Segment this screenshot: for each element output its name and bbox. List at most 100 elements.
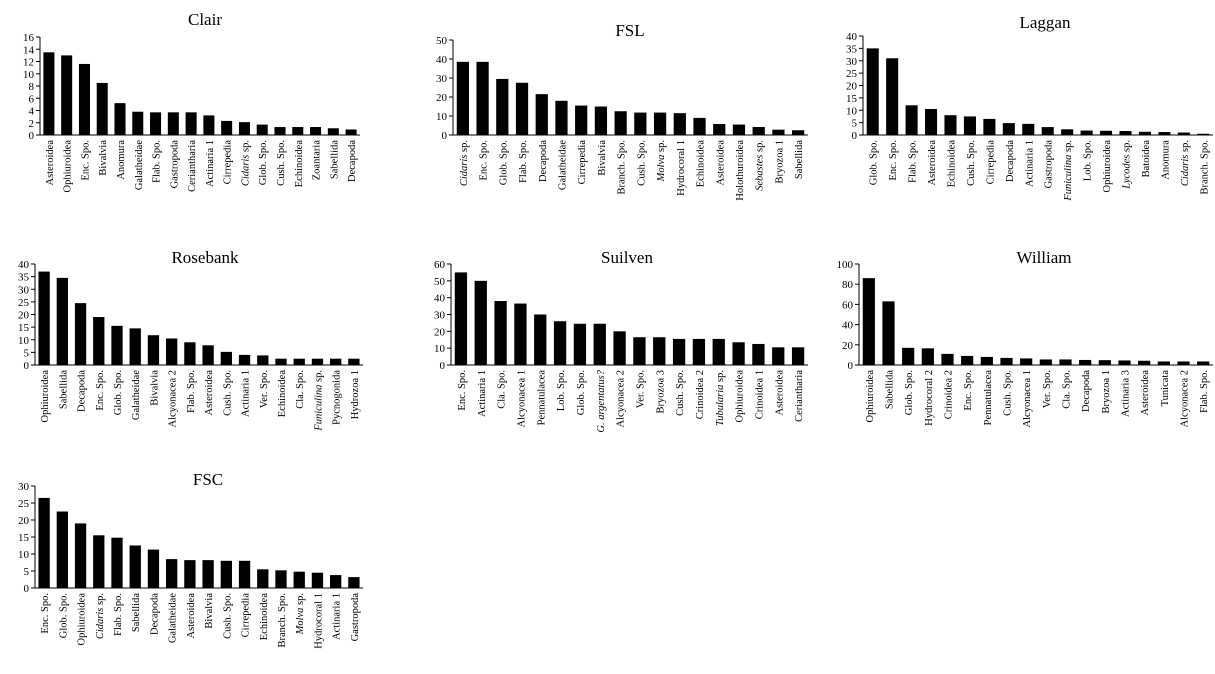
bar bbox=[791, 347, 805, 365]
category-label: Enc. Spo. bbox=[95, 370, 106, 411]
category-label: Cush. Spo. bbox=[222, 593, 233, 639]
y-tick-label: 60 bbox=[434, 259, 446, 271]
category-label: Cidaris sp. bbox=[95, 593, 106, 639]
y-tick-label: 40 bbox=[842, 320, 854, 332]
bar bbox=[78, 63, 90, 136]
y-tick-label: 35 bbox=[846, 43, 858, 55]
category-label: Batoidea bbox=[1141, 140, 1152, 178]
bar bbox=[553, 321, 567, 365]
y-tick-label: 16 bbox=[23, 32, 35, 44]
bar bbox=[555, 100, 568, 135]
bar bbox=[185, 112, 197, 135]
category-label: Decapoda bbox=[538, 140, 549, 182]
y-tick-label: 20 bbox=[842, 340, 854, 352]
y-tick-label: 0 bbox=[440, 360, 446, 372]
chart-title: Clair bbox=[188, 10, 222, 29]
category-label: Asteroidea bbox=[186, 593, 197, 639]
bar bbox=[1119, 131, 1132, 135]
bar bbox=[221, 120, 233, 135]
bar bbox=[202, 345, 214, 365]
bar bbox=[772, 129, 785, 135]
y-tick-label: 0 bbox=[852, 130, 858, 142]
y-tick-label: 15 bbox=[846, 93, 858, 105]
y-tick-label: 0 bbox=[24, 360, 30, 372]
y-tick-label: 15 bbox=[18, 322, 30, 334]
bar bbox=[38, 497, 50, 588]
bar bbox=[474, 280, 487, 365]
bar bbox=[293, 358, 305, 365]
bar bbox=[983, 118, 996, 135]
y-tick-label: 30 bbox=[436, 73, 448, 85]
bar bbox=[111, 325, 123, 365]
bar bbox=[905, 105, 918, 135]
category-label: Cirrepedia bbox=[223, 140, 234, 185]
category-label: Cush. Spo. bbox=[636, 140, 647, 186]
category-label: Cirrepedia bbox=[241, 593, 252, 638]
bar bbox=[256, 124, 268, 135]
bar bbox=[345, 129, 357, 135]
bar bbox=[1000, 357, 1013, 365]
category-label: Cla. Spo. bbox=[1062, 370, 1073, 409]
category-label: Asteroidea bbox=[204, 370, 215, 416]
y-tick-label: 40 bbox=[18, 259, 30, 271]
bar bbox=[114, 103, 126, 135]
bar bbox=[202, 560, 214, 588]
bar bbox=[96, 82, 108, 135]
bar bbox=[1100, 130, 1113, 135]
y-tick-label: 10 bbox=[18, 549, 30, 561]
category-label: Enc. Spo. bbox=[963, 370, 974, 411]
y-tick-label: 20 bbox=[434, 326, 446, 338]
bar bbox=[311, 358, 324, 365]
bar bbox=[56, 511, 68, 588]
bar bbox=[980, 356, 993, 365]
bar bbox=[633, 337, 646, 365]
y-tick-label: 15 bbox=[18, 532, 30, 544]
category-label: Alcyonacea 1 bbox=[516, 370, 527, 427]
bar bbox=[653, 112, 667, 135]
bar bbox=[1138, 131, 1151, 135]
bar bbox=[496, 78, 509, 135]
bar bbox=[238, 354, 251, 365]
category-label: Asteroidea bbox=[927, 140, 938, 186]
bar bbox=[1002, 123, 1015, 135]
y-tick-label: 30 bbox=[434, 310, 446, 322]
category-label: Molva sp. bbox=[295, 593, 306, 635]
bar bbox=[147, 549, 160, 588]
y-tick-label: 25 bbox=[18, 297, 30, 309]
category-label: Actinaria 1 bbox=[332, 593, 343, 640]
category-label: Holothuroidea bbox=[735, 140, 746, 201]
category-label: Sebastes sp. bbox=[755, 140, 766, 191]
bar bbox=[56, 277, 68, 365]
bar bbox=[38, 271, 50, 365]
bar bbox=[93, 317, 105, 365]
category-label: Enc. Spo. bbox=[479, 140, 490, 181]
bar bbox=[1061, 129, 1074, 135]
y-tick-label: 20 bbox=[18, 515, 30, 527]
category-label: Zoantaria bbox=[312, 140, 323, 181]
bar bbox=[129, 328, 141, 365]
bar bbox=[311, 572, 324, 588]
category-label: G. argentatus? bbox=[596, 369, 607, 432]
category-label: Ophiuroidea bbox=[63, 140, 74, 193]
category-label: Galatheidae bbox=[168, 593, 179, 643]
bar bbox=[203, 115, 215, 135]
bar bbox=[732, 342, 745, 365]
bar bbox=[257, 569, 269, 588]
chart-title: Suilven bbox=[601, 248, 653, 267]
bar bbox=[941, 353, 954, 365]
bar bbox=[1098, 360, 1111, 365]
category-label: Molva sp. bbox=[656, 140, 667, 182]
category-label: Actinaria 1 bbox=[241, 370, 252, 417]
category-label: Decapoda bbox=[347, 140, 358, 182]
y-tick-label: 100 bbox=[837, 259, 854, 271]
category-label: Actinaria 1 bbox=[477, 370, 488, 417]
category-label: Ophiuroidea bbox=[77, 593, 88, 646]
category-label: Echinoidea bbox=[294, 140, 305, 188]
bar bbox=[132, 111, 144, 135]
category-label: Enc. Spo. bbox=[40, 593, 51, 634]
category-label: Ophiuroidea bbox=[865, 370, 876, 423]
y-tick-label: 30 bbox=[18, 481, 30, 493]
category-label: Ver. Spo. bbox=[635, 370, 646, 408]
